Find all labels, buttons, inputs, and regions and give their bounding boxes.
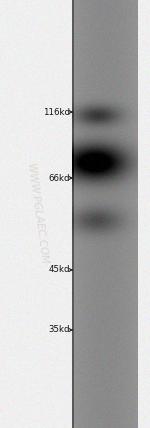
Text: 45kd: 45kd — [48, 265, 70, 274]
Text: 66kd: 66kd — [48, 173, 70, 182]
Text: 35kd: 35kd — [48, 326, 70, 335]
Text: 116kd: 116kd — [43, 107, 70, 116]
Text: WWW.PGLAEC.COM: WWW.PGLAEC.COM — [26, 163, 50, 265]
